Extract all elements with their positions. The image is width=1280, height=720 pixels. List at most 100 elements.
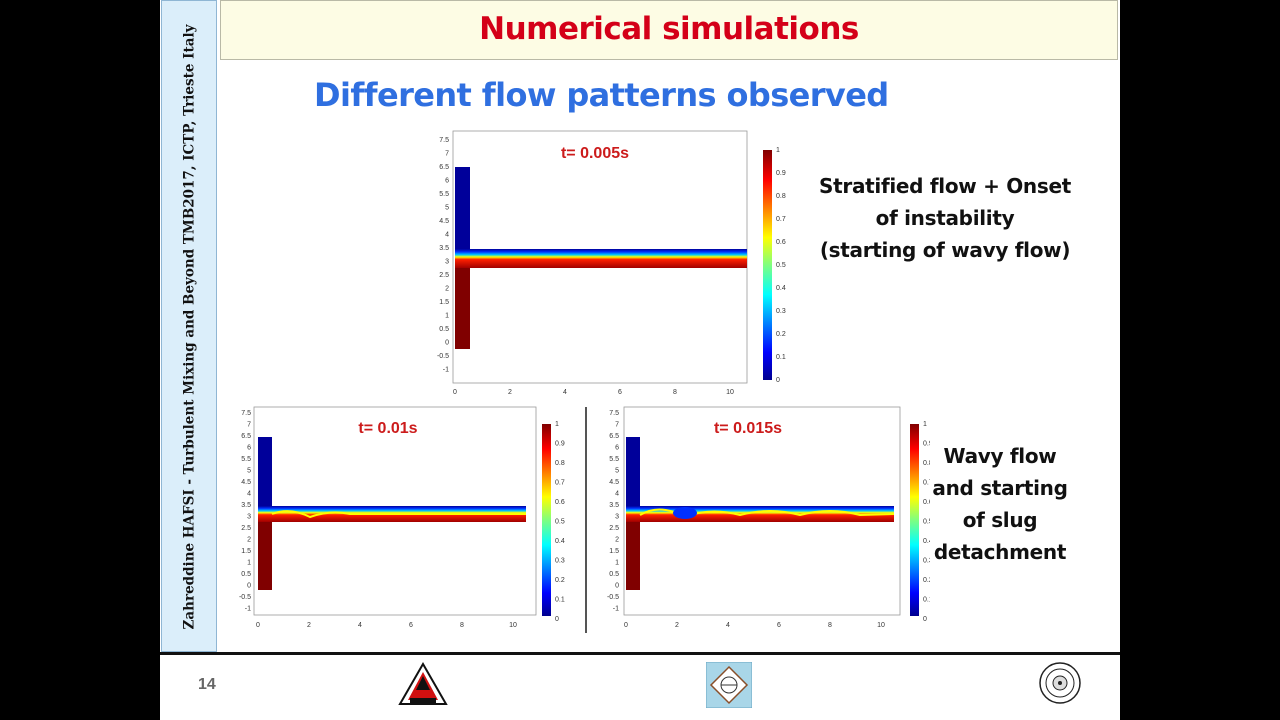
- wave-interface: [271, 510, 526, 519]
- y-tick-label: 4: [615, 491, 619, 498]
- colorbar-tick-label: 0: [776, 377, 780, 384]
- colorbar-tick-label: 1: [776, 147, 780, 154]
- colorbar-tick-label: 1: [923, 421, 927, 428]
- description-stratified-flow: Stratified flow + Onset of instability (…: [800, 170, 1090, 266]
- colorbar-tick-label: 0.6: [776, 239, 786, 246]
- slide: Zahreddine HAFSI - Turbulent Mixing and …: [160, 0, 1120, 720]
- y-tick-label: 6.5: [609, 433, 619, 440]
- description-line: and starting: [932, 476, 1068, 500]
- colorbar-ticks: 1 0.9 0.8 0.7 0.6 0.5 0.4 0.3 0.2 0.1 0: [776, 147, 786, 384]
- inlet-red: [626, 518, 640, 590]
- description-line: detachment: [933, 540, 1067, 564]
- y-tick-label: 7: [615, 422, 619, 429]
- colorbar-tick-label: 0.9: [776, 170, 786, 177]
- inlet-blue: [258, 437, 272, 509]
- simulation-plot-1: t= 0.005s 7.5 7 6.5 6 5.5 5 4.5 4 3.5 3 2.5 2 1.5 1 0.…: [437, 130, 786, 396]
- y-tick-label: 4.5: [241, 479, 251, 486]
- colorbar-tick-label: 0: [555, 616, 559, 623]
- description-line: Stratified flow + Onset: [819, 174, 1071, 198]
- colorbar-tick-label: 0.5: [923, 519, 930, 526]
- x-tick-label: 4: [358, 622, 362, 629]
- slug-bubble: [673, 507, 697, 519]
- simulation-plot-3: t= 0.015s 7.5 7 6.5 6 5.5 5 4.5 4 3.5 3 2.5 2 1.5 1 0.…: [607, 406, 930, 629]
- colorbar-tick-label: 0.9: [923, 441, 930, 448]
- page-title: Numerical simulations: [479, 11, 859, 47]
- y-axis-ticks: 7.5 7 6.5 6 5.5 5 4.5 4 3.5 3 2.5 2 1.5 1 0.5 0 -0.5 -1: [239, 410, 251, 613]
- sidebar-author-text: Zahreddine HAFSI - Turbulent Mixing and …: [181, 24, 198, 630]
- x-tick-label: 6: [618, 389, 622, 396]
- x-tick-label: 0: [453, 389, 457, 396]
- colorbar-tick-label: 0: [923, 616, 927, 623]
- y-tick-label: 0.5: [241, 571, 251, 578]
- x-tick-label: 4: [726, 622, 730, 629]
- y-tick-label: 6: [445, 178, 449, 185]
- page-number: 14: [198, 676, 216, 693]
- enis-logo-icon: [398, 662, 448, 705]
- y-tick-label: 1: [445, 313, 449, 320]
- y-tick-label: -1: [443, 367, 449, 374]
- y-tick-label: 2.5: [241, 525, 251, 532]
- x-tick-label: 6: [777, 622, 781, 629]
- x-tick-label: 2: [307, 622, 311, 629]
- y-tick-label: -0.5: [607, 594, 619, 601]
- time-label: t= 0.005s: [561, 145, 629, 162]
- colorbar: [763, 150, 772, 380]
- colorbar-tick-label: 1: [555, 421, 559, 428]
- x-axis-ticks: 0 2 4 6 8 10: [624, 622, 885, 629]
- title-bar: Numerical simulations: [220, 0, 1118, 60]
- y-tick-label: 0: [445, 340, 449, 347]
- x-tick-label: 6: [409, 622, 413, 629]
- x-tick-label: 4: [563, 389, 567, 396]
- description-line: (starting of wavy flow): [819, 238, 1071, 262]
- university-seal-icon: [1039, 662, 1081, 704]
- y-tick-label: 1: [615, 560, 619, 567]
- y-tick-label: 6: [615, 445, 619, 452]
- y-tick-label: -0.5: [437, 353, 449, 360]
- description-line: of slug: [962, 508, 1038, 532]
- y-tick-label: 7.5: [609, 410, 619, 417]
- y-tick-label: 0: [247, 583, 251, 590]
- y-tick-label: 5.5: [439, 191, 449, 198]
- y-axis-ticks: 7.5 7 6.5 6 5.5 5 4.5 4 3.5 3 2.5 2 1.5 1 0.5 0 -0.5 -1: [437, 137, 449, 374]
- colorbar-tick-label: 0.4: [776, 285, 786, 292]
- y-tick-label: 2: [247, 537, 251, 544]
- y-tick-label: 1.5: [439, 299, 449, 306]
- y-tick-label: 5.5: [609, 456, 619, 463]
- channel-flow: [455, 249, 747, 268]
- y-tick-label: 2.5: [609, 525, 619, 532]
- y-tick-label: 7.5: [439, 137, 449, 144]
- x-axis-ticks: 0 2 4 6 8 10: [453, 389, 734, 396]
- colorbar-tick-label: 0.3: [923, 558, 930, 565]
- y-tick-label: 6.5: [439, 164, 449, 171]
- y-tick-label: 5: [615, 468, 619, 475]
- colorbar-tick-label: 0.1: [555, 597, 565, 604]
- inlet-red: [455, 265, 470, 349]
- y-tick-label: 3.5: [609, 502, 619, 509]
- y-tick-label: 3.5: [439, 245, 449, 252]
- wave-interface: [639, 508, 895, 519]
- y-tick-label: 5: [247, 468, 251, 475]
- x-tick-label: 2: [675, 622, 679, 629]
- y-tick-label: -1: [613, 606, 619, 613]
- y-tick-label: 5.5: [241, 456, 251, 463]
- colorbar-tick-label: 0.2: [923, 577, 930, 584]
- colorbar-tick-label: 0.7: [776, 216, 786, 223]
- colorbar-tick-label: 0.8: [776, 193, 786, 200]
- y-tick-label: 7: [247, 422, 251, 429]
- description-line: of instability: [875, 206, 1015, 230]
- colorbar-tick-label: 0.1: [923, 597, 930, 604]
- y-tick-label: 5: [445, 205, 449, 212]
- y-tick-label: 4: [445, 232, 449, 239]
- y-tick-label: 6: [247, 445, 251, 452]
- y-tick-label: 4: [247, 491, 251, 498]
- x-tick-label: 8: [828, 622, 832, 629]
- x-tick-label: 0: [256, 622, 260, 629]
- y-tick-label: 2.5: [439, 272, 449, 279]
- y-tick-label: 3: [615, 514, 619, 521]
- y-tick-label: -0.5: [239, 594, 251, 601]
- y-axis-ticks: 7.5 7 6.5 6 5.5 5 4.5 4 3.5 3 2.5 2 1.5 1 0.5 0 -0.5 -1: [607, 410, 619, 613]
- description-wavy-flow: Wavy flow and starting of slug detachmen…: [920, 440, 1080, 568]
- inlet-blue: [626, 437, 640, 509]
- slide-subtitle: Different flow patterns observed: [314, 76, 889, 114]
- x-tick-label: 2: [508, 389, 512, 396]
